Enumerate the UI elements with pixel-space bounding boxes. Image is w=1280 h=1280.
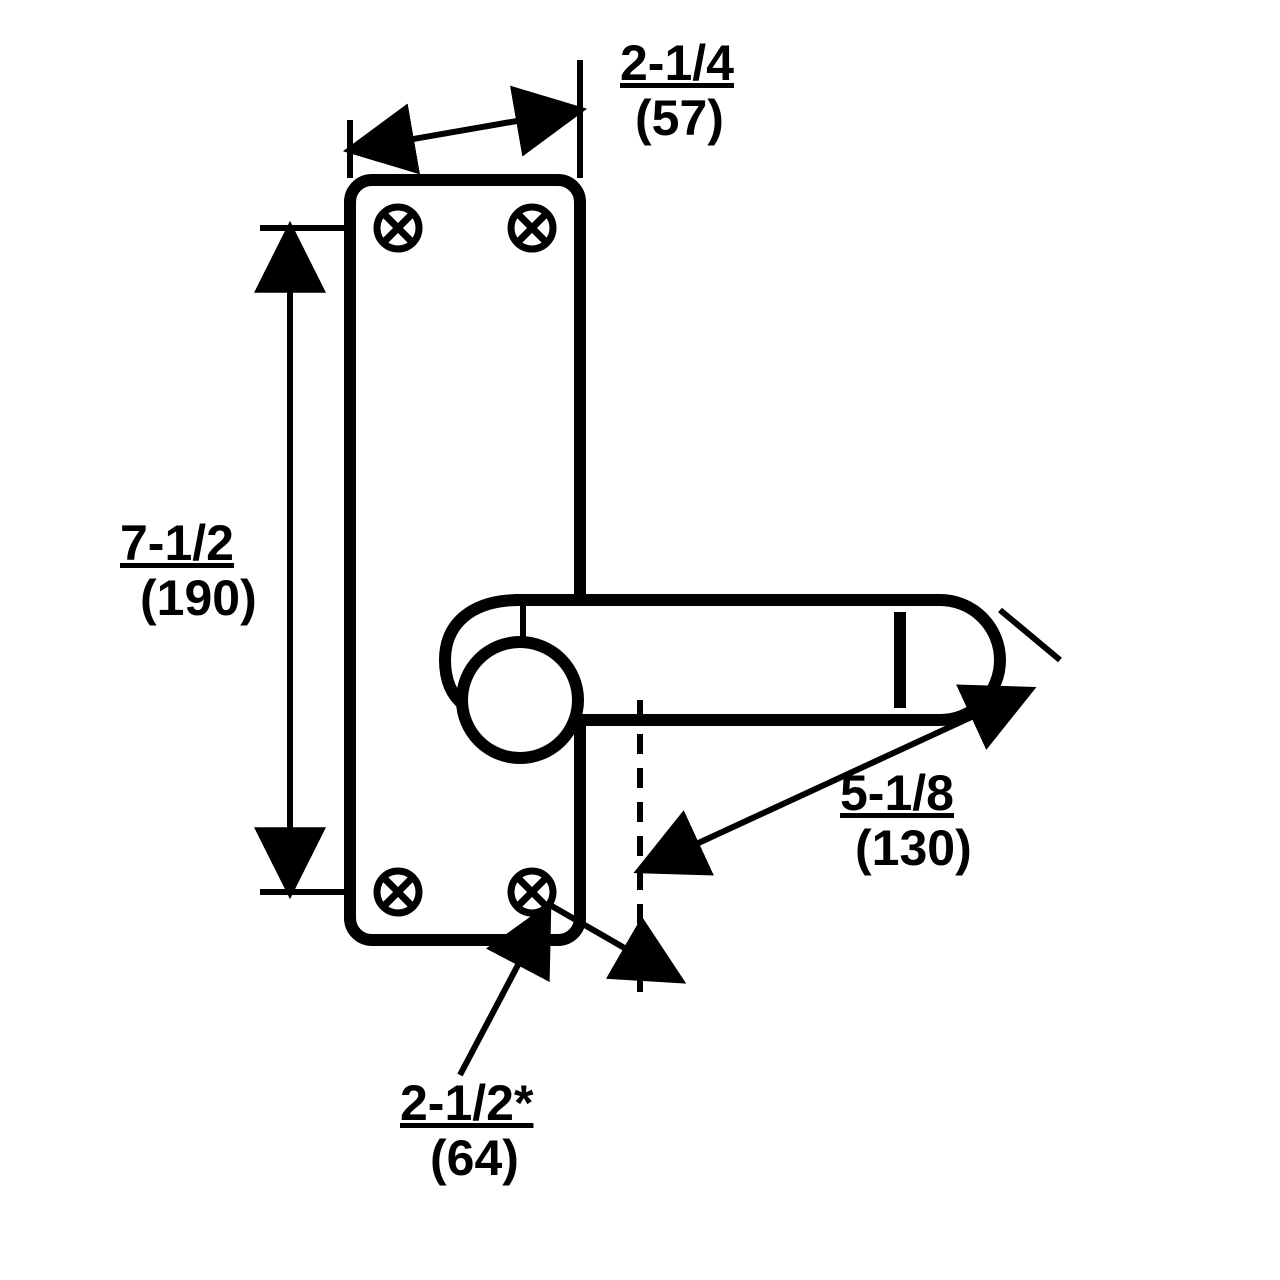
dim-plate-height-imperial: 7-1/2 (120, 515, 234, 571)
dim-depth-imperial: 2-1/2* (400, 1075, 534, 1131)
dim-lever-imperial: 5-1/8 (840, 765, 954, 821)
dim-plate-height (260, 228, 345, 892)
dimension-drawing: 2-1/4 (57) 7-1/2 (190) 5-1/8 (130) 2-1/2… (0, 0, 1280, 1280)
screw-tr (511, 207, 553, 249)
dim-plate-height-metric: (190) (140, 570, 257, 626)
screw-tl (377, 207, 419, 249)
escutcheon-plate (350, 180, 580, 940)
screw-br (511, 871, 553, 913)
dim-plate-width (350, 60, 580, 178)
dim-plate-width-metric: (57) (635, 90, 724, 146)
screw-bl (377, 871, 419, 913)
lever-handle (445, 600, 1000, 758)
dim-depth-metric: (64) (430, 1130, 519, 1186)
dim-lever-metric: (130) (855, 820, 972, 876)
dim-plate-width-imperial: 2-1/4 (620, 35, 734, 91)
